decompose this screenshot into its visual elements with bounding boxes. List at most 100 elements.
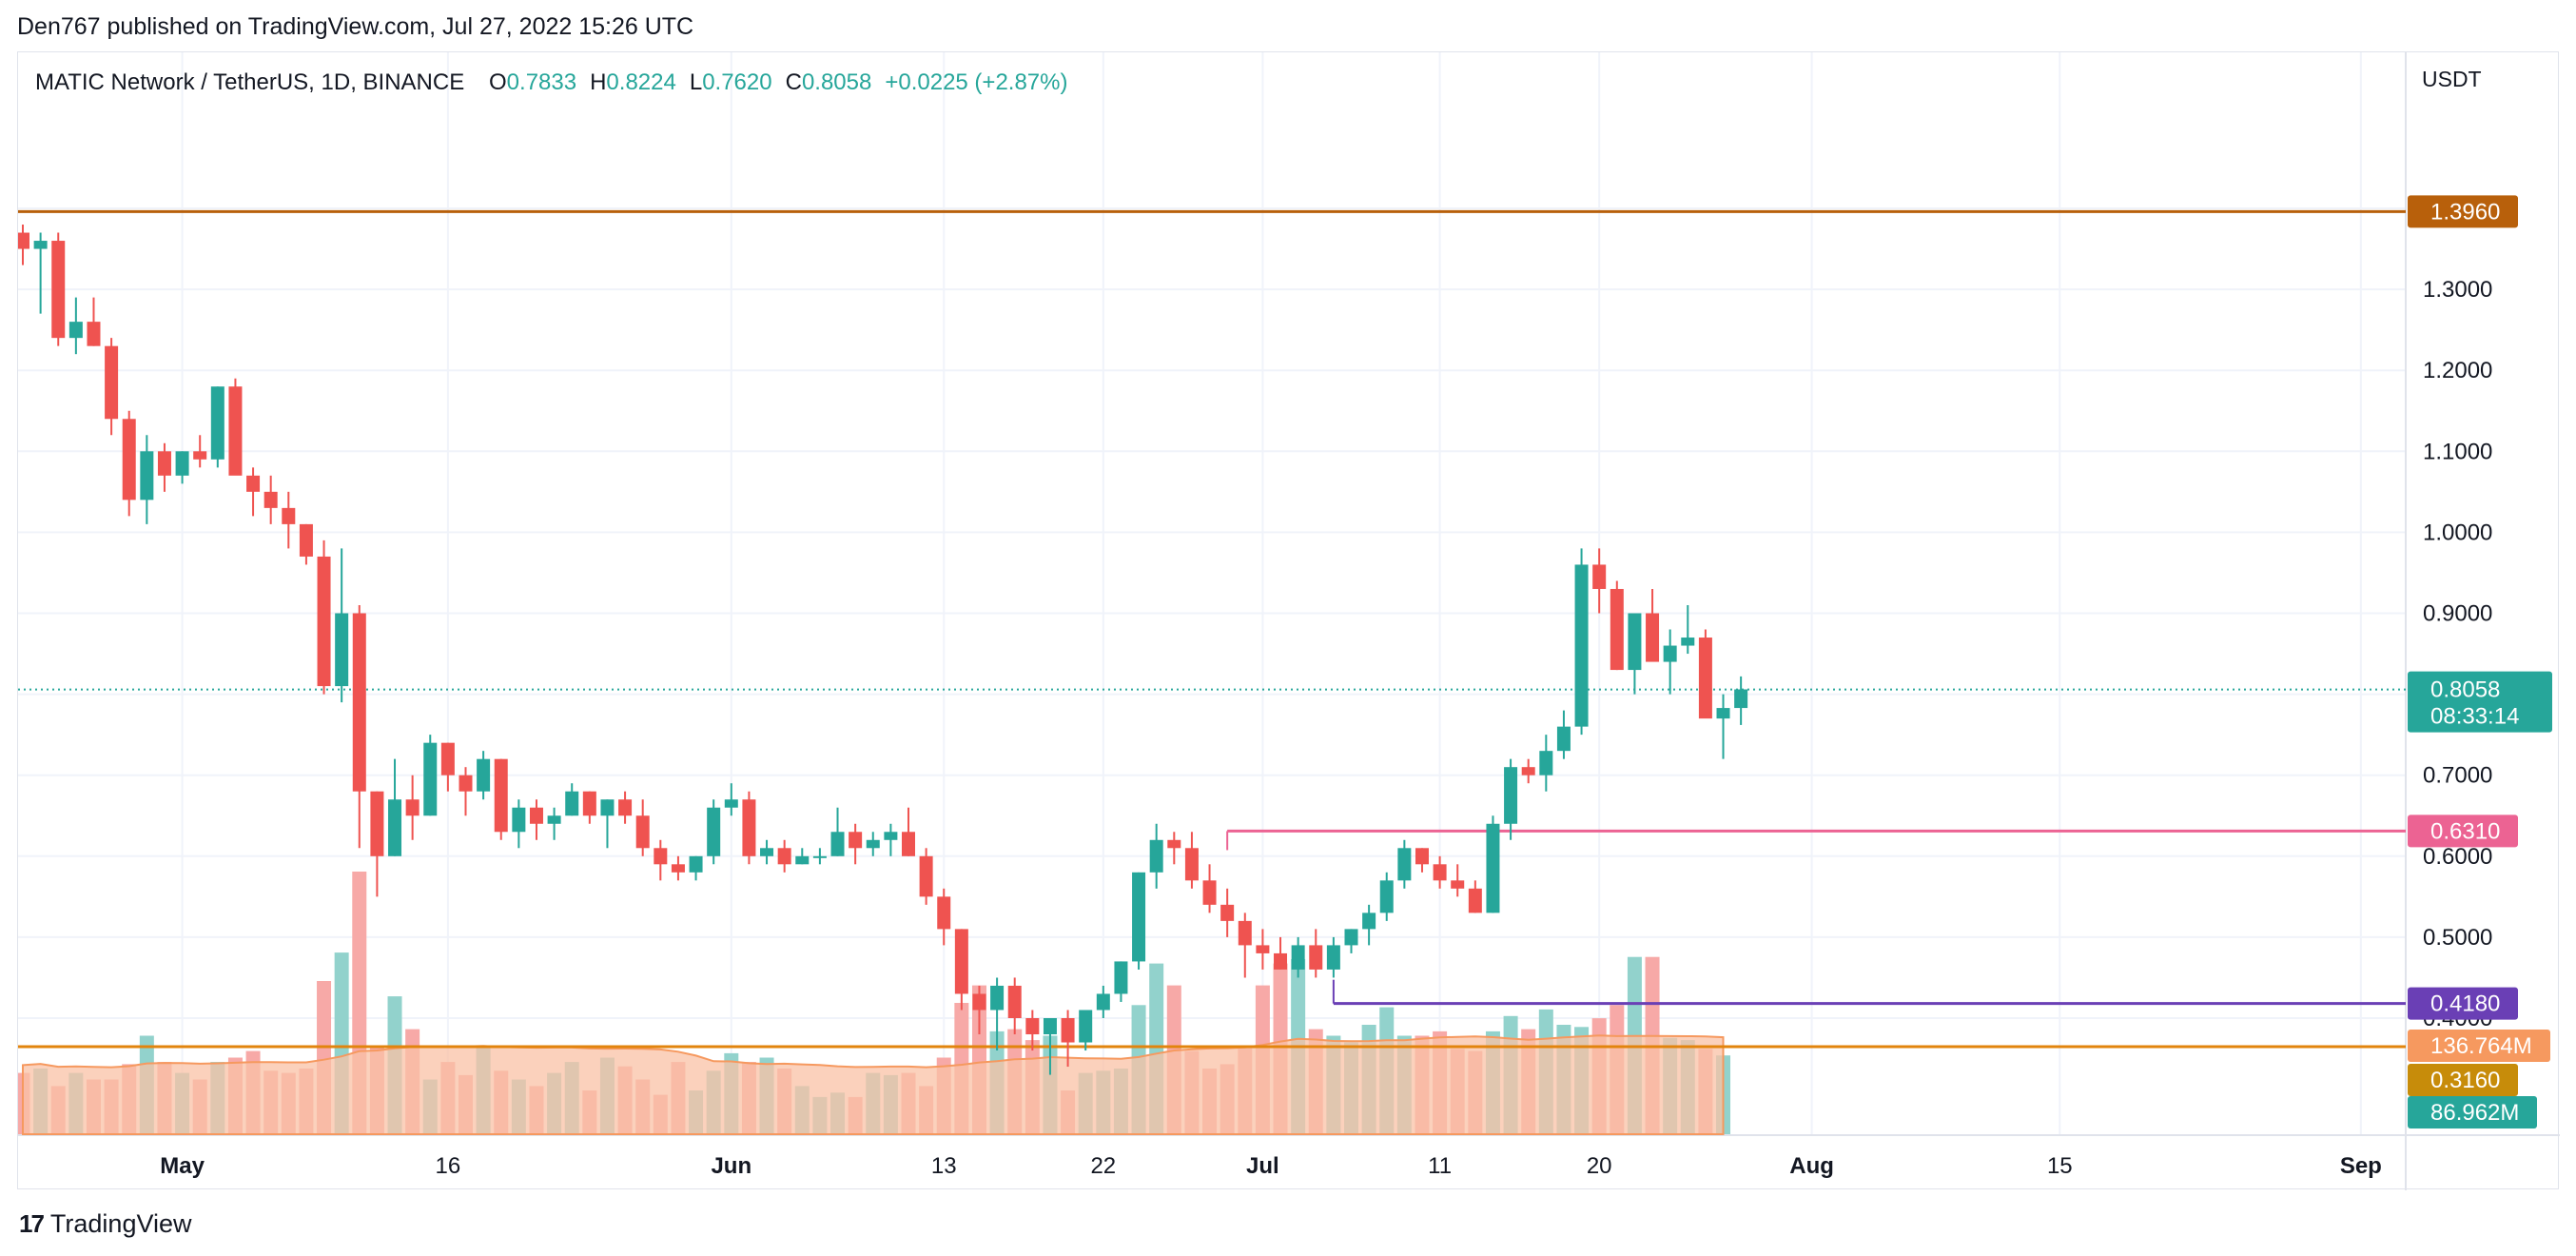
legend-change: +0.0225 (+2.87%) [885,69,1067,95]
legend-h-label: H [590,69,606,95]
resistance-label-bg [2408,195,2518,228]
candle-body [1574,564,1589,727]
candle-body [335,613,349,687]
candle-body [87,322,101,346]
resistance-label: 1.3960 [2430,199,2500,225]
support-label-bg [2408,1064,2518,1096]
candle-body [512,807,526,833]
candle-body [1256,945,1270,953]
candle-body [1539,751,1553,775]
candle-body [1415,848,1429,865]
candle-body [582,791,596,816]
candle-body [866,839,880,849]
candle-body [902,832,915,856]
candle-body [724,799,738,808]
ohlc-values: O0.7833 H0.8224 L0.7620 C0.8058 +0.0225 (+2.… [489,69,1067,95]
candle-body [405,799,420,816]
candle-body [1202,880,1217,905]
candle-body [18,232,29,249]
candle-body [370,791,384,856]
candle-body [68,322,83,339]
time-tick-label: Jun [711,1153,751,1179]
time-tick-label: 22 [1090,1153,1116,1179]
candle-body [1326,945,1340,970]
level-mid-label-bg [2408,814,2518,848]
candle-body [1149,839,1163,873]
candle-body [830,832,845,856]
candle-body [494,758,508,833]
chart-grid [18,52,2560,1190]
candle-body [477,758,491,792]
candle-body [671,864,685,873]
candle-body [246,475,261,492]
candle-body [689,855,703,873]
candle-body [954,929,968,994]
candle-body [1309,945,1323,970]
time-tick-label: 16 [436,1153,461,1179]
time-tick-label: Aug [1789,1153,1834,1179]
volume-ma-label-bg [2408,1030,2550,1062]
candle-body [1344,929,1358,946]
candle-body [1397,848,1412,881]
candle-body [1184,848,1199,881]
candle-body [1025,1018,1040,1035]
price-chart[interactable]: 0.40000.50000.60000.70000.90001.00001.10… [18,52,2560,1190]
candle-body [1681,638,1695,646]
currency-label: USDT [2422,67,2482,91]
candle-body [1096,993,1110,1011]
candle-body [1556,726,1571,752]
time-axis: May 16 Jun 13 22 Jul 11 20 Aug 15 Sep [160,1153,2382,1179]
candle-body [1663,645,1677,662]
horizontal-levels [18,209,2406,1049]
price-label-bg [2408,671,2552,733]
candle-body [795,855,810,865]
candle-body [1734,689,1748,709]
ohlc-legend: MATIC Network / TetherUS, 1D, BINANCE O0… [35,69,1067,95]
candle-body [1007,985,1022,1018]
candle-body [1274,952,1288,970]
time-tick-label: May [160,1153,205,1179]
volume-label-bg [2408,1096,2537,1128]
price-tick-label: 1.0000 [2423,520,2492,545]
candle-body [1079,1010,1093,1043]
candle-body [1486,823,1500,913]
candle-body [1291,945,1305,970]
candle-body [1468,888,1482,913]
candles [18,225,1748,1075]
candle-body [1220,904,1235,921]
time-tick-label: 11 [1428,1153,1452,1179]
publisher-credit: Den767 published on TradingView.com, Jul… [17,13,694,40]
candle-body [600,799,615,816]
candle-body [1451,880,1465,889]
candle-body [317,556,331,687]
volume-ma-area [22,1034,1725,1135]
support-label: 0.3160 [2430,1068,2500,1093]
candle-body [884,832,898,840]
time-tick-label: 15 [2047,1153,2073,1179]
candle-body [547,815,561,824]
candle-body [1132,872,1146,962]
candle-body [228,386,243,476]
chart-frame[interactable]: 0.40000.50000.60000.70000.90001.00001.10… [17,51,2560,1190]
candle-body [1610,588,1624,671]
candle-body [529,807,543,824]
candle-body [635,815,650,849]
level-mid-label: 0.6310 [2430,818,2500,844]
candle-body [263,491,278,508]
candle-body [972,993,986,1011]
candle-body [937,896,951,930]
legend-o-label: O [489,69,507,95]
candle-body [1043,1018,1057,1035]
candle-body [1698,638,1712,719]
candle-body [777,848,791,865]
price-axis: 0.40000.50000.60000.70000.90001.00001.10… [2423,277,2492,1031]
tradingview-logo[interactable]: 17 TradingView [19,1205,192,1243]
price-tick-label: 1.1000 [2423,439,2492,464]
candle-body [105,345,119,420]
price-tick-label: 1.2000 [2423,358,2492,383]
brand-name: TradingView [49,1208,192,1238]
candle-body [919,855,933,897]
price-tick-label: 0.6000 [2423,844,2492,870]
price-tick-label: 0.9000 [2423,601,2492,627]
volume-label: 86.962M [2430,1100,2519,1126]
